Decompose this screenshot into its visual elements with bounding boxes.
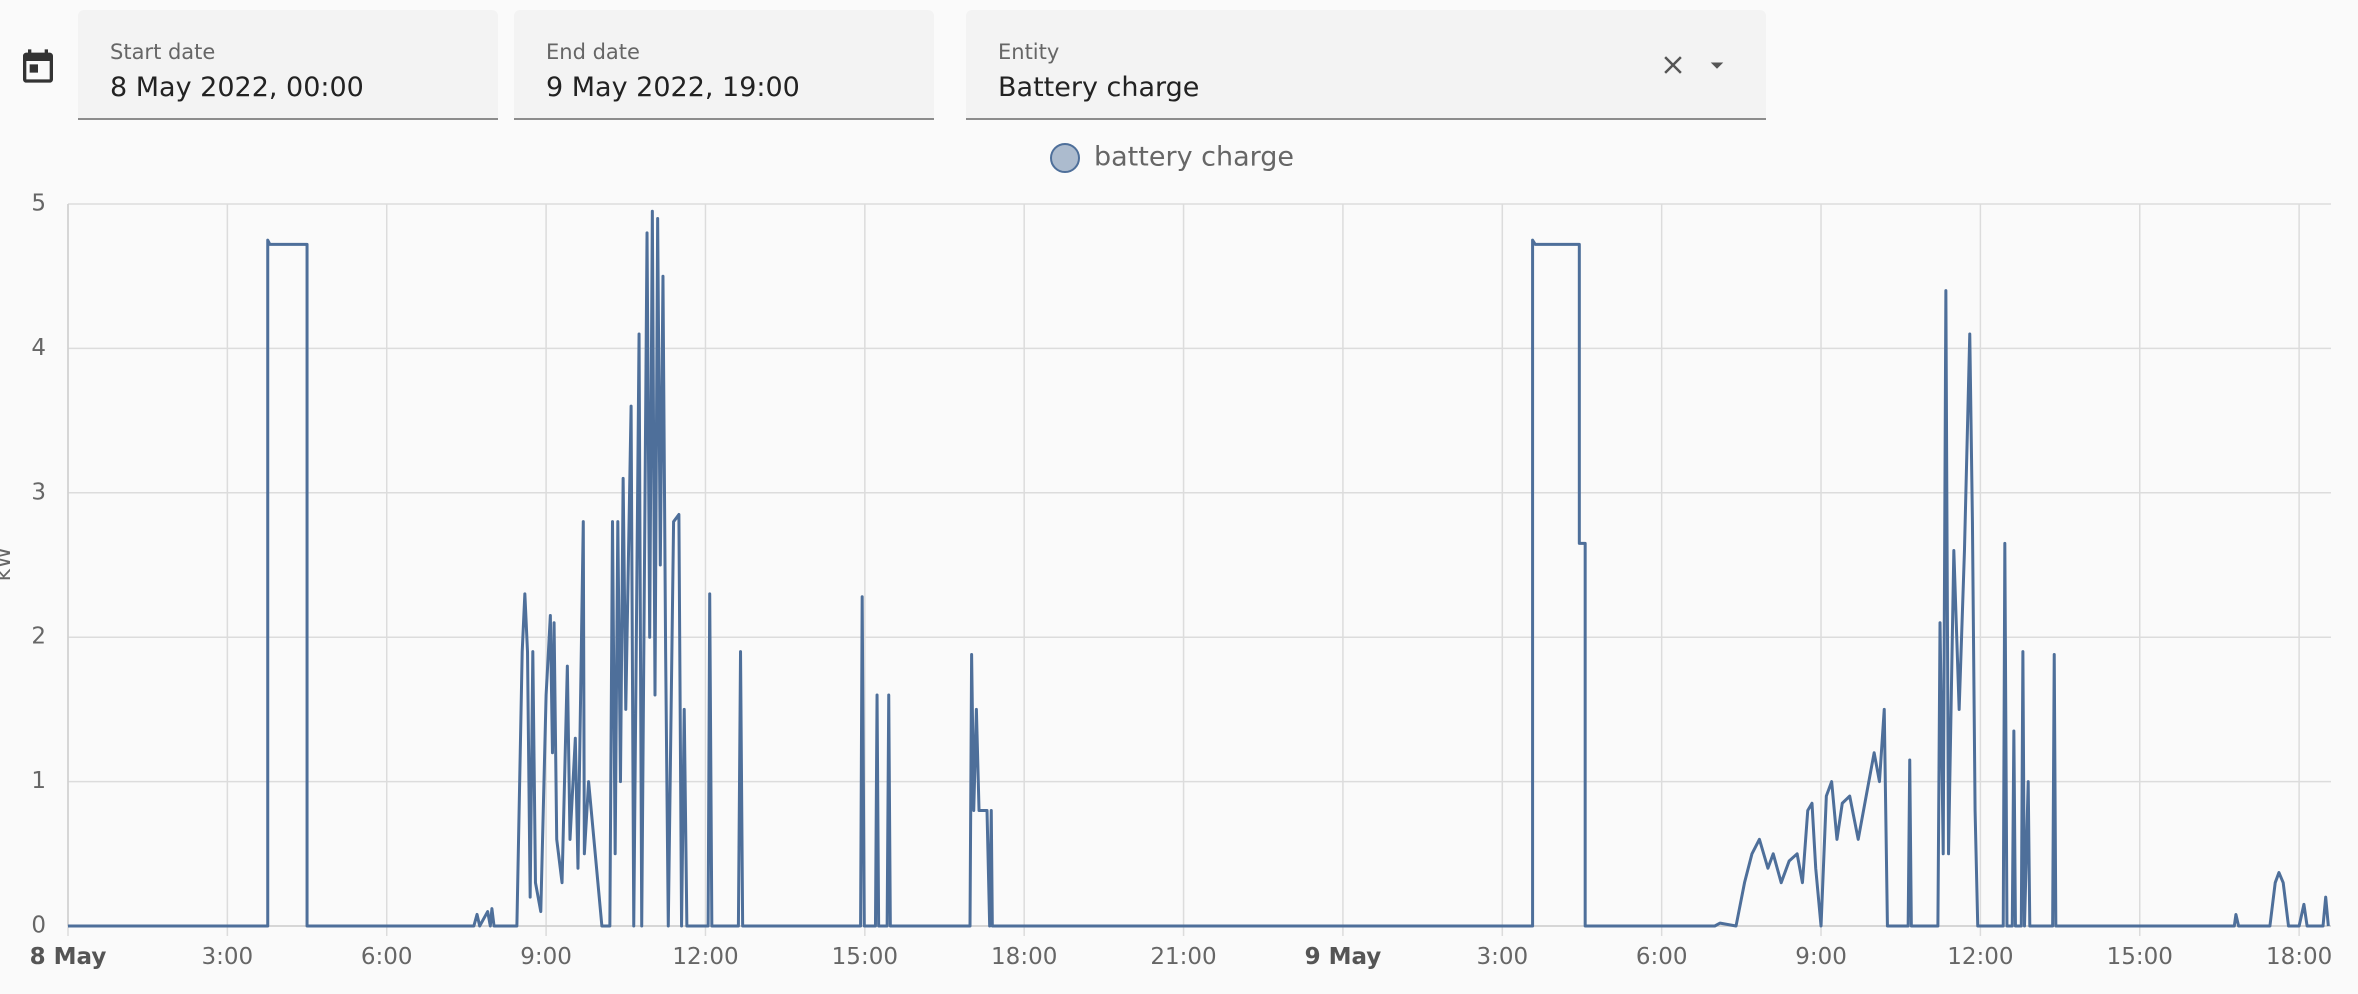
x-tick-label: 12:00 xyxy=(1947,944,2013,970)
x-tick-label: 18:00 xyxy=(991,944,1057,970)
x-tick-label: 9:00 xyxy=(1795,944,1847,970)
x-tick-label: 9 May xyxy=(1305,944,1382,970)
calendar-icon[interactable] xyxy=(18,46,58,86)
field-label: Start date xyxy=(110,40,216,64)
legend-label[interactable]: battery charge xyxy=(1094,142,1294,173)
x-tick-label: 3:00 xyxy=(1476,944,1528,970)
x-tick-label: 9:00 xyxy=(520,944,572,970)
field-value: 8 May 2022, 00:00 xyxy=(110,72,364,103)
end-date-field[interactable]: End date 9 May 2022, 19:00 xyxy=(514,10,934,120)
field-label: End date xyxy=(546,40,640,64)
x-tick-label: 18:00 xyxy=(2266,944,2332,970)
y-tick-label: 3 xyxy=(31,479,46,505)
entity-field[interactable]: Entity Battery charge xyxy=(966,10,1766,120)
x-tick-label: 15:00 xyxy=(832,944,898,970)
x-tick-label: 12:00 xyxy=(672,944,738,970)
y-tick-label: 1 xyxy=(31,768,46,794)
y-axis-label: kW xyxy=(0,547,16,582)
field-value: 9 May 2022, 19:00 xyxy=(546,72,800,103)
x-tick-label: 15:00 xyxy=(2107,944,2173,970)
clear-icon[interactable] xyxy=(1658,50,1688,80)
series-line xyxy=(68,209,2330,928)
field-label: Entity xyxy=(998,40,1060,64)
y-tick-label: 4 xyxy=(31,335,46,361)
x-tick-label: 3:00 xyxy=(202,944,254,970)
field-value: Battery charge xyxy=(998,72,1200,103)
y-tick-label: 2 xyxy=(31,624,46,650)
y-tick-label: 5 xyxy=(31,191,46,217)
x-tick-label: 8 May xyxy=(30,944,107,970)
start-date-field[interactable]: Start date 8 May 2022, 00:00 xyxy=(78,10,498,120)
x-tick-label: 21:00 xyxy=(1150,944,1216,970)
x-tick-label: 6:00 xyxy=(1636,944,1688,970)
x-tick-label: 6:00 xyxy=(361,944,413,970)
dropdown-icon[interactable] xyxy=(1702,50,1732,80)
y-tick-label: 0 xyxy=(31,913,46,939)
legend-marker[interactable] xyxy=(1050,143,1080,173)
